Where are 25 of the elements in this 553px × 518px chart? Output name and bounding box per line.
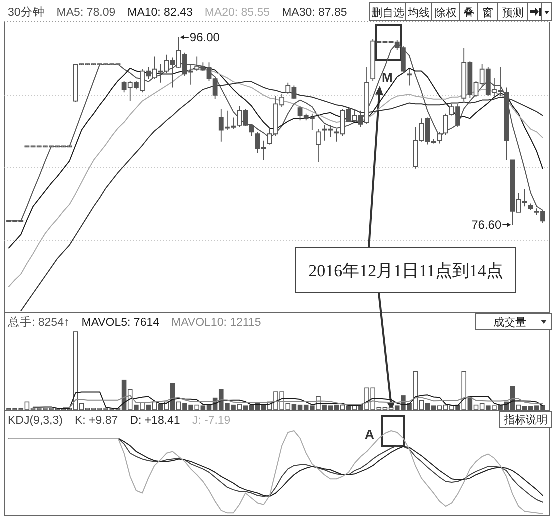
text: MAVOL10: 12115 bbox=[172, 317, 262, 329]
annotation: 76.60 bbox=[472, 218, 502, 232]
text: 窗 bbox=[482, 6, 494, 20]
series-label: K: +9.87 bbox=[74, 415, 118, 427]
text: 删自选 bbox=[372, 6, 404, 20]
text: MA5: 78.09 bbox=[56, 7, 116, 19]
text: MAVOL5: 7614 bbox=[82, 317, 160, 329]
annotation: 2016年12月1日11点到14点 bbox=[308, 262, 504, 280]
text: 除权 bbox=[435, 8, 457, 20]
text: 预测 bbox=[502, 8, 524, 20]
annotation: A bbox=[365, 427, 375, 442]
text: MA30: 87.85 bbox=[282, 7, 348, 19]
text: 成交量 bbox=[494, 316, 527, 329]
annotation: M bbox=[382, 70, 393, 85]
chart-title: 30分钟 bbox=[8, 6, 45, 19]
text: 均线 bbox=[407, 6, 430, 20]
annotation: 96.00 bbox=[190, 30, 220, 44]
text: 叠 bbox=[464, 8, 474, 20]
text: MA10: 82.43 bbox=[128, 7, 193, 19]
text: MA20: 85.55 bbox=[204, 7, 270, 19]
series-label: 总手: 8254↑ bbox=[7, 315, 70, 329]
text: 指标说明 bbox=[503, 414, 548, 426]
text: J: -7.19 bbox=[192, 415, 231, 427]
series-label: D: +18.41 bbox=[130, 415, 180, 427]
chart-title: KDJ(9,3,3) bbox=[8, 415, 64, 427]
